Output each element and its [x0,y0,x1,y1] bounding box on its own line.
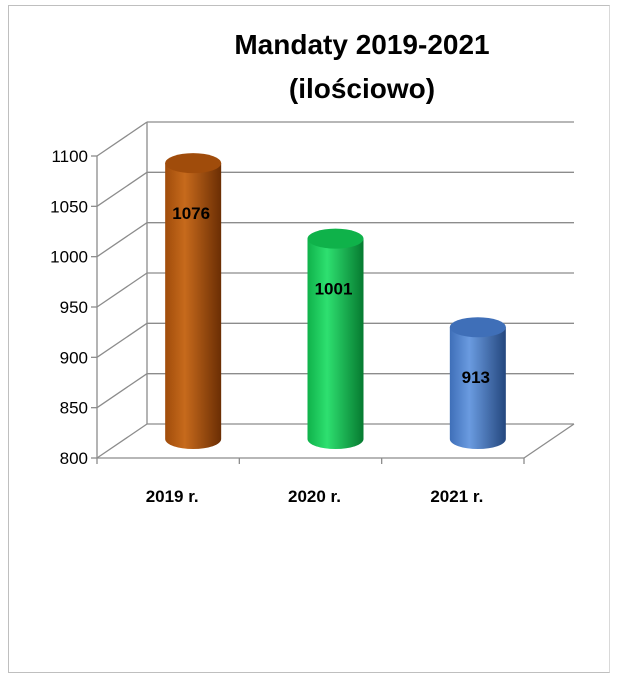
data-label: 1001 [315,280,353,299]
bar-top [449,317,506,338]
bars [165,153,506,449]
y-tick-label: 1100 [51,147,88,166]
x-tick-label: 2019 r. [146,487,199,506]
data-label: 1076 [172,204,210,223]
gridline-wall [96,222,148,258]
bar-body [165,163,222,449]
x-tick-label: 2021 r. [430,487,483,506]
y-tick-label: 850 [60,399,88,418]
y-tick-label: 1000 [50,248,88,267]
gridline-wall [96,423,148,459]
bar-2021r [449,317,506,449]
bar-top [307,228,364,249]
bar-2020r [307,228,364,449]
bar-top [165,153,222,174]
y-tick-label: 900 [60,348,88,367]
chart-title-line-2: (ilościowo) [289,73,435,104]
bar-body [307,238,364,449]
bar-body [449,327,506,449]
y-tick-label: 800 [60,449,88,468]
x-tick-label: 2020 r. [288,487,341,506]
y-tick-label: 950 [60,298,88,317]
y-tick-label: 1050 [50,197,88,216]
chart-frame [8,5,610,673]
data-label: 913 [462,368,490,387]
gridline-wall [96,272,148,308]
gridline-wall [96,121,148,157]
floor-right-edge [523,423,575,459]
bar-2019r [165,153,222,449]
chart-title-line-1: Mandaty 2019-2021 [234,29,489,60]
gridline-wall [96,373,148,409]
labels: 800 850 900 950 1000 1050 1100 1076 2019 r. 1001 2… [50,147,490,506]
gridline-wall [96,171,148,207]
gridline-wall [96,322,148,358]
axes [91,155,525,464]
